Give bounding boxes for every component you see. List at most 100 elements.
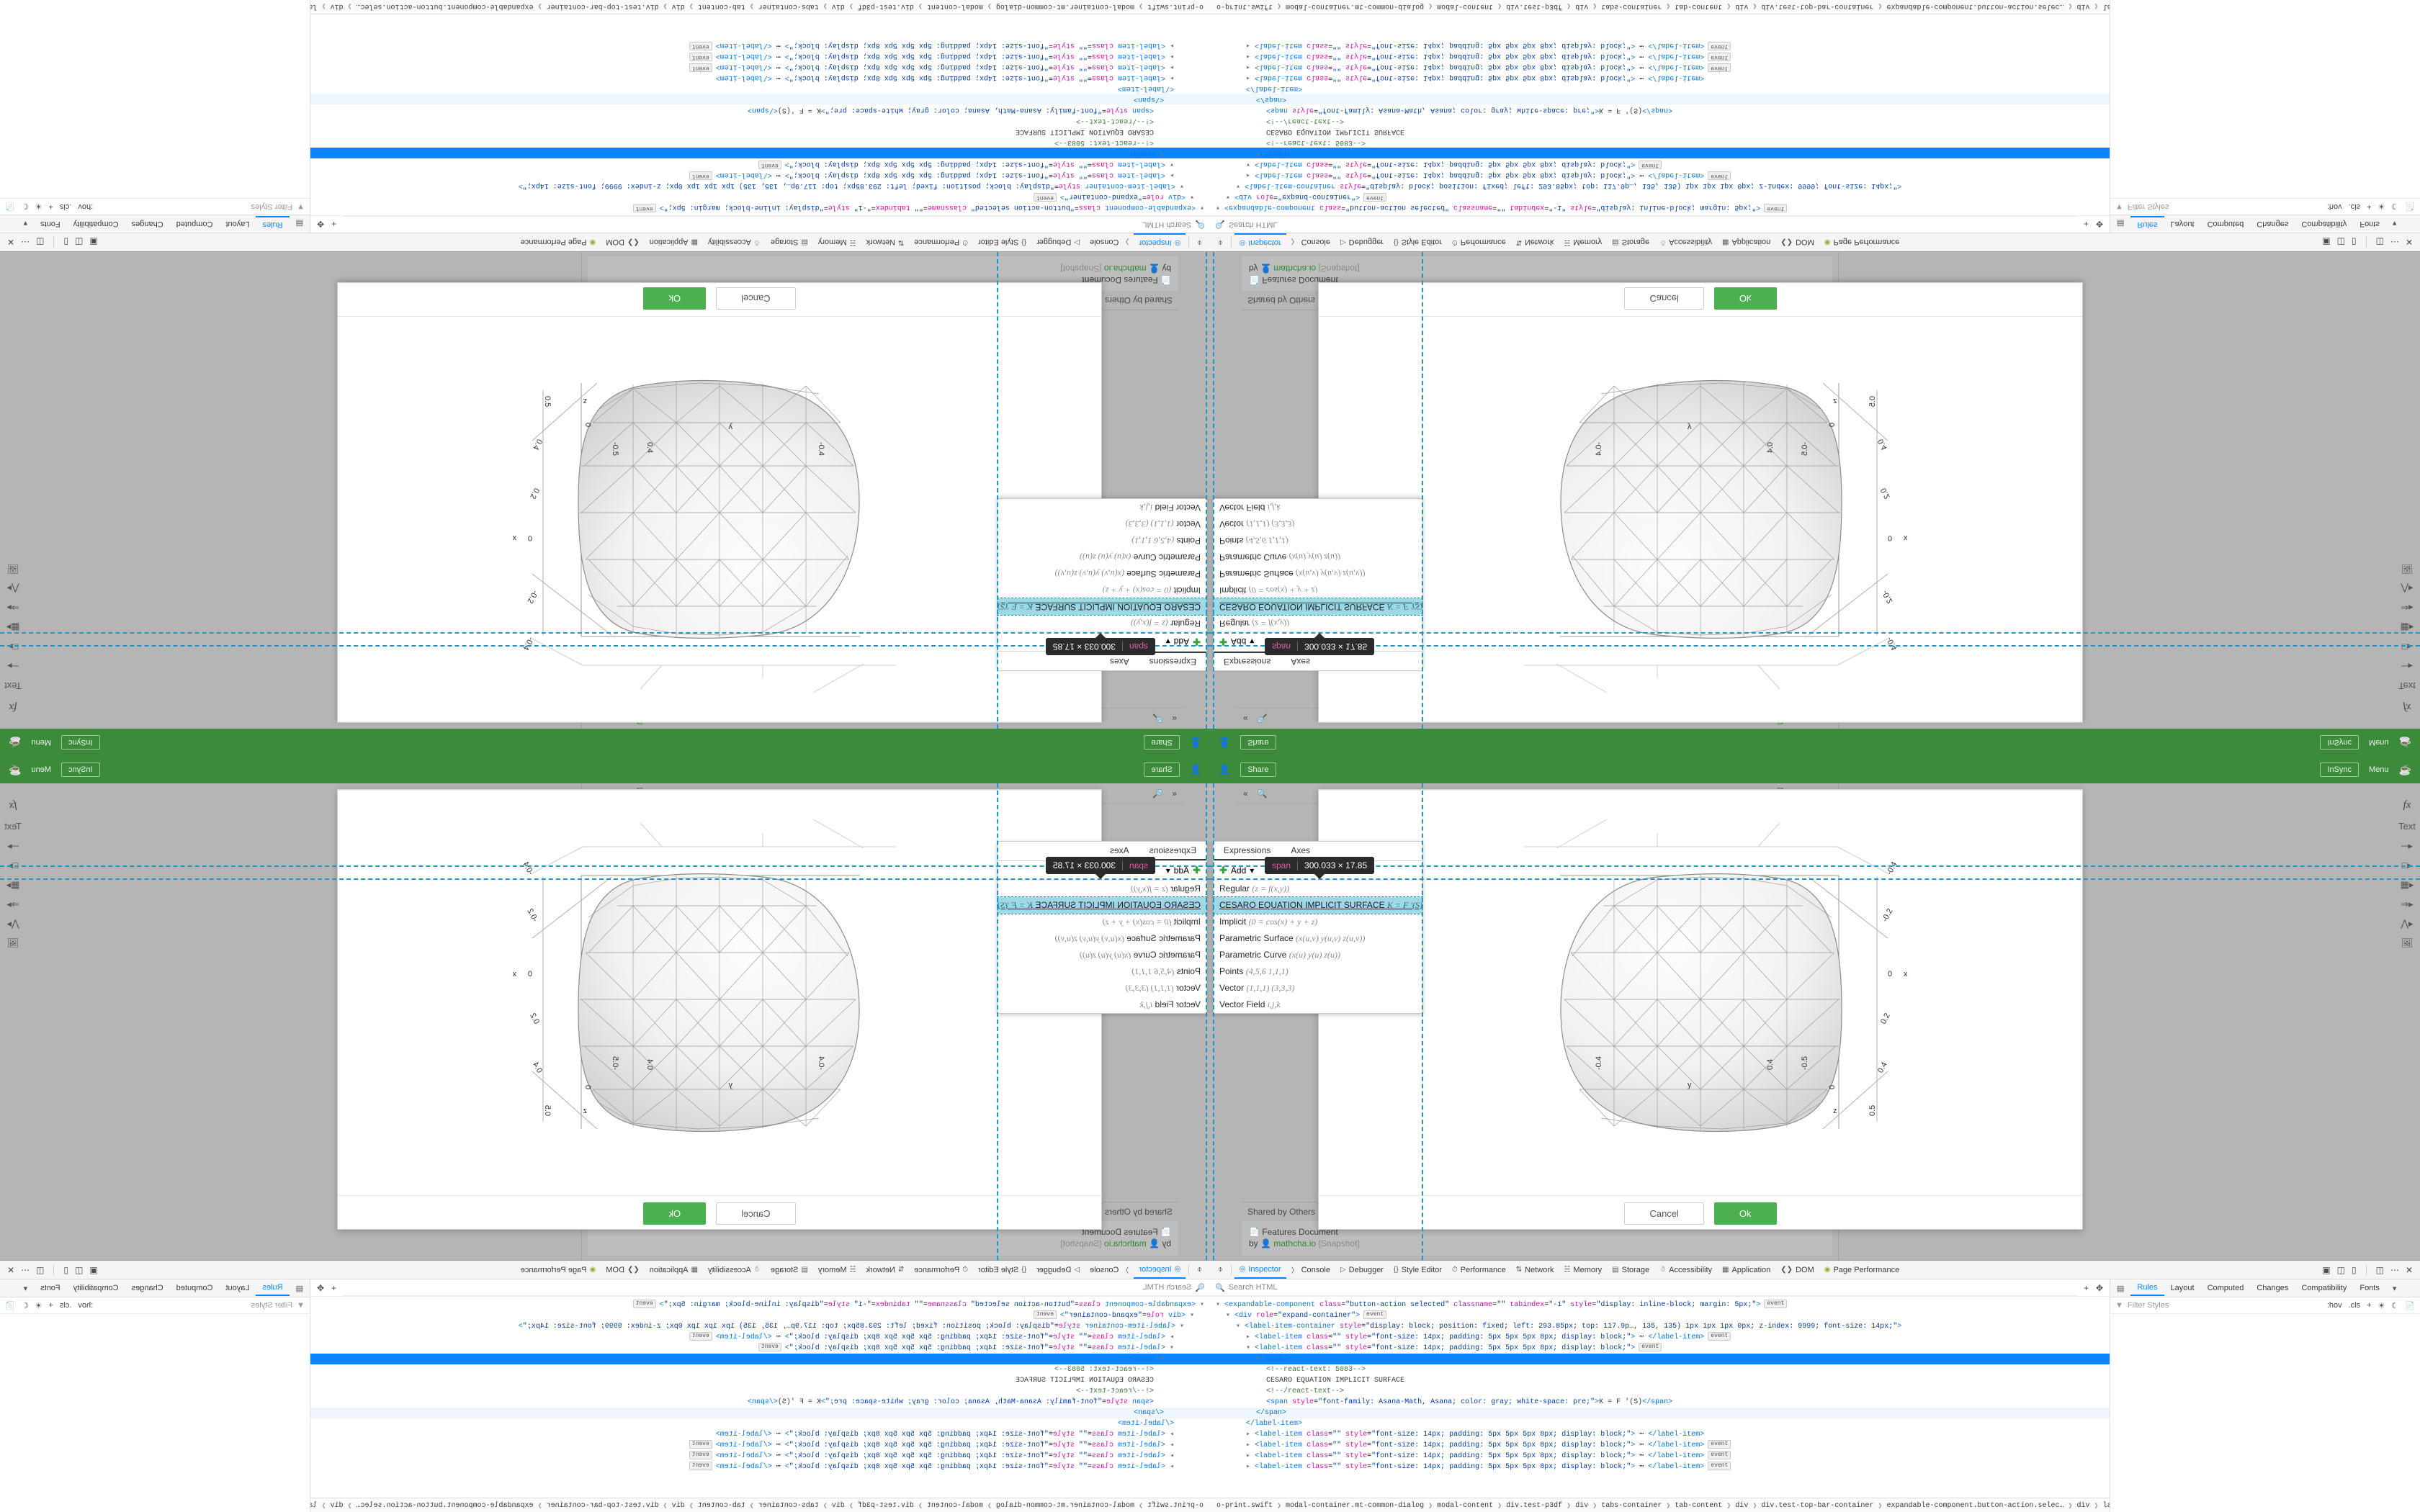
markup-row[interactable]: ▸ <label-item class="" style="font-size:… <box>310 169 1210 180</box>
breadcrumb-item[interactable]: modal-container.mt-common-dialog <box>1286 1502 1425 1510</box>
plus-icon[interactable]: + <box>2367 1301 2372 1310</box>
breadcrumb-item[interactable]: modal-container.mt-common-dialog <box>995 2 1134 10</box>
fx-icon[interactable]: fx <box>2403 799 2411 811</box>
tab-network[interactable]: ⇅ Network <box>1511 233 1559 251</box>
sun-icon[interactable]: ☀ <box>2378 1301 2385 1310</box>
responsive-icon[interactable]: ▯ <box>63 237 69 248</box>
tab-debugger[interactable]: ▷ Debugger <box>1335 233 1389 251</box>
text-icon[interactable]: Text <box>2398 821 2416 832</box>
breadcrumb[interactable]: o-print.swift ❯ modal-container.mt-common-… <box>1210 1498 2110 1512</box>
tab-fonts[interactable]: Fonts <box>2360 1284 2380 1292</box>
eyedropper-icon[interactable]: ✥ <box>2095 219 2103 230</box>
markup-row[interactable]: ▾ <expandable-component class="button-ac… <box>1210 202 2110 212</box>
panel-toggle-icon[interactable]: ▤ <box>295 219 303 228</box>
plus-icon[interactable]: + <box>48 1301 53 1310</box>
text-icon[interactable]: Text <box>2398 680 2416 691</box>
plot-icon[interactable]: ⋀▸ <box>6 918 19 929</box>
markup-row[interactable]: </label-item> <box>1117 1420 1174 1428</box>
search-icon[interactable]: 🔍 <box>1152 714 1164 724</box>
markup-row[interactable]: ▾ <label-item class="" style="font-size:… <box>1210 1343 2110 1354</box>
tab-compatibility[interactable]: Compatibility <box>73 1284 119 1292</box>
dock-icon[interactable]: ◫ <box>2375 237 2384 248</box>
markup-row[interactable]: <!--react-text: 5083--> <box>1266 1366 1366 1374</box>
breadcrumb-item[interactable]: expandable-component.button-action.selec… <box>356 2 534 10</box>
filter-styles-input[interactable]: Filter Styles <box>2127 1301 2169 1310</box>
breadcrumb-item[interactable]: label-item-container <box>310 2 318 10</box>
search-html-field[interactable]: 🔍 Search HTML <box>343 1279 1210 1296</box>
breadcrumb-item[interactable]: div <box>1575 1502 1589 1510</box>
search-html-field[interactable]: 🔍 Search HTML <box>343 216 1210 233</box>
author-link[interactable]: mathcha.io <box>1273 1238 1317 1248</box>
breadcrumb-item[interactable]: div <box>1575 2 1589 10</box>
plot-3d-canvas[interactable]: -0.4 -0.2 0 x 0.2 0.4 -0.4 0.4 y -0.5 <box>338 317 1101 721</box>
markup-row[interactable]: ▾ <expandable-component class="button-ac… <box>1210 1300 2110 1310</box>
markup-row[interactable]: ▸ <label-item class="" style="font-size:… <box>1210 1451 2110 1462</box>
list-item[interactable]: Implicit (0 = cos(x) + y + z) <box>1214 582 1422 598</box>
breadcrumb-item[interactable]: o-print.swift <box>1147 1502 1204 1510</box>
tab-layout[interactable]: Layout <box>225 1284 250 1292</box>
tab-debugger[interactable]: ▷ Debugger <box>1031 233 1085 251</box>
page-icon[interactable]: 📄 <box>5 1301 15 1310</box>
cls-button[interactable]: .cls <box>2348 202 2361 211</box>
menu-button[interactable]: Menu <box>31 765 51 774</box>
cls-button[interactable]: .cls <box>59 202 72 211</box>
tab-page-performance[interactable]: ◉ Page Performance <box>1819 233 1904 251</box>
tab-memory[interactable]: ☵ Memory <box>813 233 861 251</box>
tab-network[interactable]: ⇅ Network <box>861 1261 910 1279</box>
list-item[interactable]: Implicit (0 = cos(x) + y + z) <box>1214 914 1422 930</box>
image-icon[interactable]: 🖼 <box>2401 564 2414 575</box>
markup-row[interactable]: <!--/react-text--> <box>1075 1387 1154 1395</box>
markup-row[interactable]: ▸ <label-item class="" style="font-size:… <box>715 1431 1174 1439</box>
chevron-down-icon[interactable]: ▾ <box>23 219 28 228</box>
breadcrumb-item[interactable]: o-print.swift <box>1216 1502 1273 1510</box>
markup-row[interactable]: ▸ <label-item class="" style="font-size:… <box>1210 169 2110 180</box>
markup-row[interactable]: ▾ <expandable-component class="button-ac… <box>310 1300 1210 1310</box>
breadcrumb-item[interactable]: div <box>831 1502 845 1510</box>
list-item[interactable]: Implicit (0 = cos(x) + y + z) <box>998 914 1206 930</box>
line-icon[interactable]: ─▸ <box>2401 840 2413 851</box>
chevron-down-icon[interactable]: ▾ <box>2392 219 2397 228</box>
tab-application[interactable]: ▦ Application <box>1717 1261 1775 1279</box>
markup-row-selected[interactable]: ▾ <span> <box>310 1354 1210 1364</box>
breadcrumb-item[interactable]: div.test-top-bar-container <box>1761 2 1874 10</box>
rules-content[interactable] <box>2110 1314 2420 1512</box>
list-item[interactable]: Vector Field i,j,k <box>998 499 1206 516</box>
share-button[interactable]: Share <box>1144 735 1180 750</box>
breadcrumb-item[interactable]: div.test-top-bar-container <box>1761 1502 1874 1510</box>
ok-button[interactable]: Ok <box>643 287 707 310</box>
plus-icon[interactable]: + <box>2367 202 2372 211</box>
panel-toggle-icon[interactable]: ▤ <box>2117 219 2125 228</box>
arrow-icon[interactable]: ⇒▸ <box>6 603 19 613</box>
tab-dom[interactable]: ❮❯ DOM <box>601 1261 644 1279</box>
responsive-icon[interactable]: ▯ <box>2351 237 2357 248</box>
tab-style-editor[interactable]: {} Style Editor <box>1389 1261 1447 1279</box>
markup-row[interactable]: CESARO EQUATION IMPLICIT SURFACE <box>1015 127 1154 135</box>
markup-row[interactable]: ▾ <label-item-container style="display: … <box>1236 1323 1902 1331</box>
dock-icon[interactable]: ◫ <box>2375 1264 2384 1275</box>
page-icon[interactable]: 📄 <box>2405 202 2415 211</box>
breadcrumb-item[interactable]: tabs-container <box>1601 2 1662 10</box>
markup-row[interactable]: <!--react-text: 5083--> <box>1266 138 1366 146</box>
table-icon[interactable]: ▦▸ <box>6 879 20 890</box>
breadcrumb-item[interactable]: modal-content <box>926 1502 983 1510</box>
tab-computed[interactable]: Computed <box>176 1284 213 1292</box>
list-item[interactable]: Parametric Curve (x(u) y(u) z(u)) <box>998 549 1206 565</box>
menu-button[interactable]: Menu <box>31 738 51 747</box>
eyedropper-icon[interactable]: ✥ <box>317 219 325 230</box>
breadcrumb[interactable]: o-print.swift ❯ modal-container.mt-common-… <box>1210 0 2110 14</box>
collapse-icon[interactable]: « <box>1172 714 1177 724</box>
panel-toggle-icon[interactable]: ▤ <box>2117 1284 2125 1293</box>
plot-icon[interactable]: ⋀▸ <box>6 583 19 594</box>
line-icon[interactable]: ─▸ <box>7 661 19 672</box>
page-icon[interactable]: 📄 <box>5 202 15 211</box>
collapse-icon[interactable]: « <box>1243 714 1248 724</box>
filter-styles-input[interactable]: Filter Styles <box>2127 202 2169 211</box>
breadcrumb-item[interactable]: tab-content <box>1675 1502 1723 1510</box>
tab-console[interactable]: 〉 Console <box>1085 1261 1134 1279</box>
moon-icon[interactable]: ☾ <box>2391 1301 2399 1310</box>
markup-row-selected[interactable]: ▾ <span> <box>1210 148 2110 158</box>
list-item[interactable]: Parametric Curve (x(u) y(u) z(u)) <box>998 947 1206 963</box>
list-item[interactable]: Parametric Surface (x(u,v) y(u,v) z(u,v)… <box>1214 565 1422 582</box>
list-item[interactable]: Points (4,5,6 1,1,1) <box>1214 532 1422 549</box>
markup-row-selected[interactable]: ▾ <span> <box>310 148 1210 158</box>
